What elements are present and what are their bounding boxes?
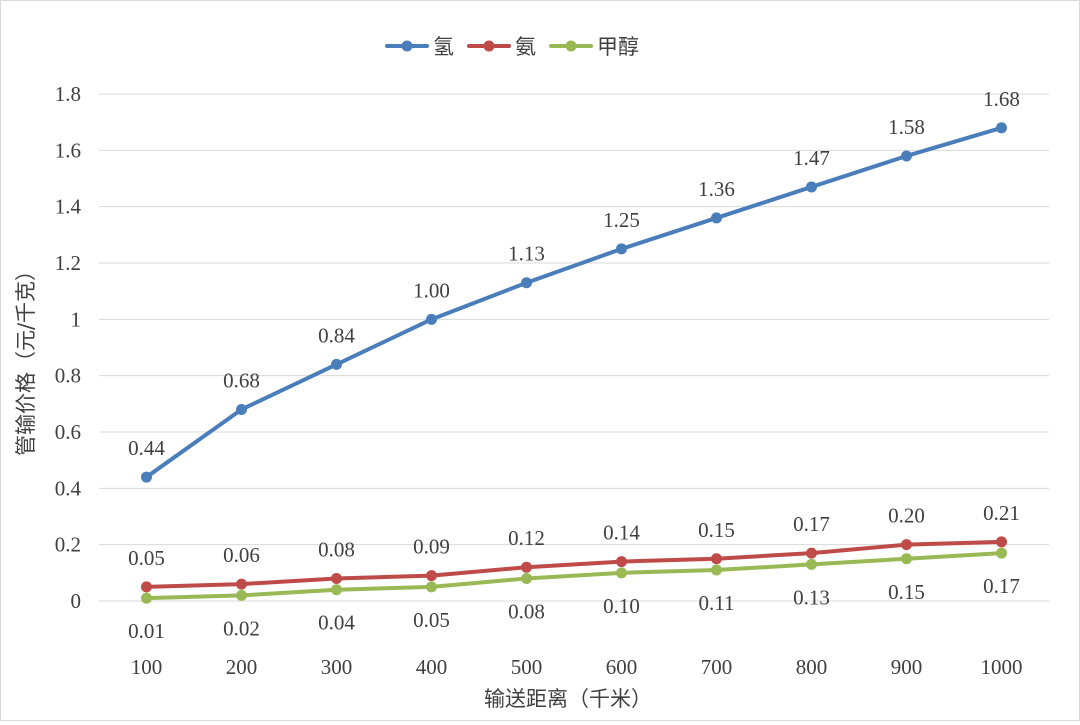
legend-marker xyxy=(565,40,577,52)
x-axis-ticks: 100 200 300 400 500 600 700 800 900 1000 xyxy=(131,655,1023,679)
data-label: 0.05 xyxy=(128,546,165,570)
data-point xyxy=(616,567,627,579)
series-line-1 xyxy=(144,539,1004,589)
y-tick-label: 1.2 xyxy=(55,251,81,275)
data-point xyxy=(331,572,342,584)
data-label: 0.11 xyxy=(699,591,735,615)
x-tick-label: 1000 xyxy=(981,655,1023,679)
x-tick-label: 900 xyxy=(891,655,923,679)
x-tick-label: 600 xyxy=(606,655,638,679)
data-label: 0.06 xyxy=(223,543,260,567)
legend-marker xyxy=(483,40,495,52)
data-point xyxy=(711,553,722,565)
data-point xyxy=(521,561,532,573)
data-point xyxy=(806,181,817,193)
series-line-2 xyxy=(144,551,1004,601)
data-point xyxy=(236,403,247,415)
x-tick-label: 200 xyxy=(226,655,258,679)
data-point xyxy=(141,592,152,604)
data-point xyxy=(616,556,627,568)
data-point xyxy=(616,243,627,255)
x-tick-label: 500 xyxy=(511,655,543,679)
y-tick-label: 1.8 xyxy=(55,82,81,106)
data-point xyxy=(901,539,912,551)
x-tick-label: 800 xyxy=(796,655,828,679)
y-tick-label: 0.2 xyxy=(55,533,81,557)
y-tick-label: 0.4 xyxy=(55,476,82,500)
data-label: 1.25 xyxy=(603,208,640,232)
y-tick-label: 0.6 xyxy=(55,420,81,444)
data-point xyxy=(901,553,912,565)
x-tick-label: 300 xyxy=(321,655,353,679)
data-label: 0.17 xyxy=(983,574,1020,598)
data-label: 0.09 xyxy=(413,535,450,559)
x-tick-label: 700 xyxy=(701,655,733,679)
data-point xyxy=(996,547,1007,559)
data-label: 1.47 xyxy=(793,146,830,170)
data-point xyxy=(141,581,152,593)
data-label: 0.68 xyxy=(223,368,260,392)
data-point xyxy=(806,558,817,570)
data-label: 0.20 xyxy=(888,504,925,528)
data-point xyxy=(426,570,437,582)
x-tick-label: 400 xyxy=(416,655,448,679)
data-point xyxy=(331,584,342,596)
y-tick-label: 1.4 xyxy=(55,195,82,219)
data-label: 1.58 xyxy=(888,115,925,139)
data-point xyxy=(996,536,1007,548)
data-label: 0.08 xyxy=(508,599,545,623)
data-label: 0.21 xyxy=(983,501,1020,525)
data-label: 0.12 xyxy=(508,526,545,550)
data-label: 1.13 xyxy=(508,242,545,266)
data-point xyxy=(426,581,437,593)
legend-label: 甲醇 xyxy=(597,35,639,59)
y-tick-label: 1 xyxy=(71,307,82,331)
gridlines xyxy=(99,93,1049,602)
series-lines xyxy=(141,122,1007,604)
data-label: 0.13 xyxy=(793,585,830,609)
data-point xyxy=(806,547,817,559)
data-label: 0.15 xyxy=(698,518,735,542)
data-point xyxy=(426,313,437,325)
y-tick-label: 0.8 xyxy=(55,364,81,388)
legend-label: 氢 xyxy=(433,35,454,59)
y-axis-ticks: 0 0.2 0.4 0.6 0.8 1 1.2 1.4 1.6 1.8 xyxy=(55,82,82,613)
data-label: 0.01 xyxy=(128,619,165,643)
data-label: 0.04 xyxy=(318,611,355,635)
data-label: 0.08 xyxy=(318,537,355,561)
data-label: 1.36 xyxy=(698,177,735,201)
data-label: 0.02 xyxy=(223,616,260,640)
data-label: 0.15 xyxy=(888,580,925,604)
series-line-0 xyxy=(144,125,1004,480)
data-point xyxy=(996,122,1007,134)
data-point xyxy=(331,358,342,370)
data-label: 0.44 xyxy=(128,436,165,460)
y-tick-label: 1.6 xyxy=(55,138,81,162)
data-label: 0.05 xyxy=(413,608,450,632)
data-label: 0.17 xyxy=(793,512,830,536)
x-axis-title: 输送距离（千米） xyxy=(484,687,652,711)
x-tick-label: 100 xyxy=(131,655,163,679)
data-point xyxy=(141,471,152,483)
y-axis-title: 管输价格（元/千克） xyxy=(14,260,38,456)
data-label: 1.00 xyxy=(413,278,450,302)
legend-label: 氨 xyxy=(515,35,536,59)
data-label: 0.10 xyxy=(603,594,640,618)
data-labels: 0.44 0.68 0.84 1.00 1.13 1.25 1.36 1.47 1.58 1.68… xyxy=(128,87,1020,643)
data-point xyxy=(711,212,722,224)
data-point xyxy=(236,589,247,601)
legend-marker xyxy=(401,40,413,52)
data-point xyxy=(521,572,532,584)
data-point xyxy=(521,277,532,289)
data-point xyxy=(236,578,247,590)
data-point xyxy=(711,564,722,576)
data-label: 0.14 xyxy=(603,521,640,545)
y-tick-label: 0 xyxy=(71,589,82,613)
legend: 氢 氨 甲醇 xyxy=(385,35,639,59)
data-point xyxy=(901,150,912,162)
data-label: 1.68 xyxy=(983,87,1020,111)
data-label: 0.84 xyxy=(318,323,355,347)
